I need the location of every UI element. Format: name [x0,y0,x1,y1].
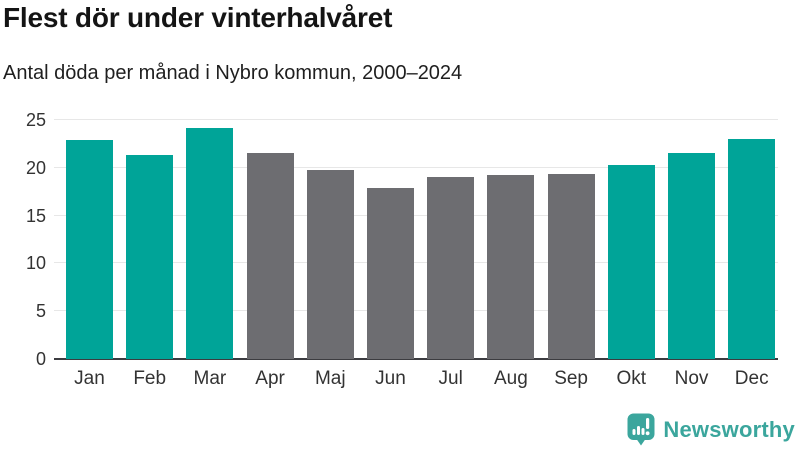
x-tick-label-jan: Jan [74,368,105,389]
x-tick-label-jul: Jul [438,368,463,389]
y-tick-label: 5 [35,301,46,322]
bar-mar [186,127,234,359]
bar-aug [487,174,535,359]
y-tick-label: 10 [25,253,46,274]
plot-area [54,119,778,360]
x-tick-label-feb: Feb [133,368,167,389]
brand-footer[interactable]: Newsworthy [627,413,795,446]
y-tick-label: 20 [25,157,46,178]
x-tick-label-mar: Mar [193,368,227,389]
x-tick-label-dec: Dec [734,368,769,389]
x-axis-line [54,358,778,360]
gridline-y5 [54,310,778,312]
gridline-y25 [54,119,778,120]
newsworthy-logo-icon [627,413,655,446]
bar-jan [66,140,113,359]
gridline-y15 [54,214,778,216]
chart-title: Flest dör under vinterhalvåret [3,2,393,33]
bar-jun [367,187,414,359]
bar-feb [126,155,174,359]
x-tick-label-jun: Jun [375,368,406,389]
x-tick-label-nov: Nov [674,368,709,389]
x-tick-label-maj: Maj [314,368,346,389]
bar-nov [668,152,715,359]
brand-name: Newsworthy [663,416,795,442]
bar-jul [427,177,475,359]
y-tick-label: 15 [25,205,46,226]
y-tick-label: 25 [25,110,46,130]
bar-apr [246,153,294,359]
x-tick-label-sep: Sep [554,368,588,389]
gridline-y10 [54,262,778,264]
bar-dec [728,139,776,359]
y-tick-label: 0 [35,349,46,369]
bar-sep [547,173,595,359]
bar-maj [306,169,354,359]
chart-subtitle: Antal döda per månad i Nybro kommun, 200… [3,62,463,84]
bar-okt [607,164,655,359]
x-tick-label-okt: Okt [616,368,647,389]
gridline-y20 [54,166,778,168]
x-tick-label-aug: Aug [493,368,528,389]
x-tick-label-apr: Apr [255,368,285,389]
